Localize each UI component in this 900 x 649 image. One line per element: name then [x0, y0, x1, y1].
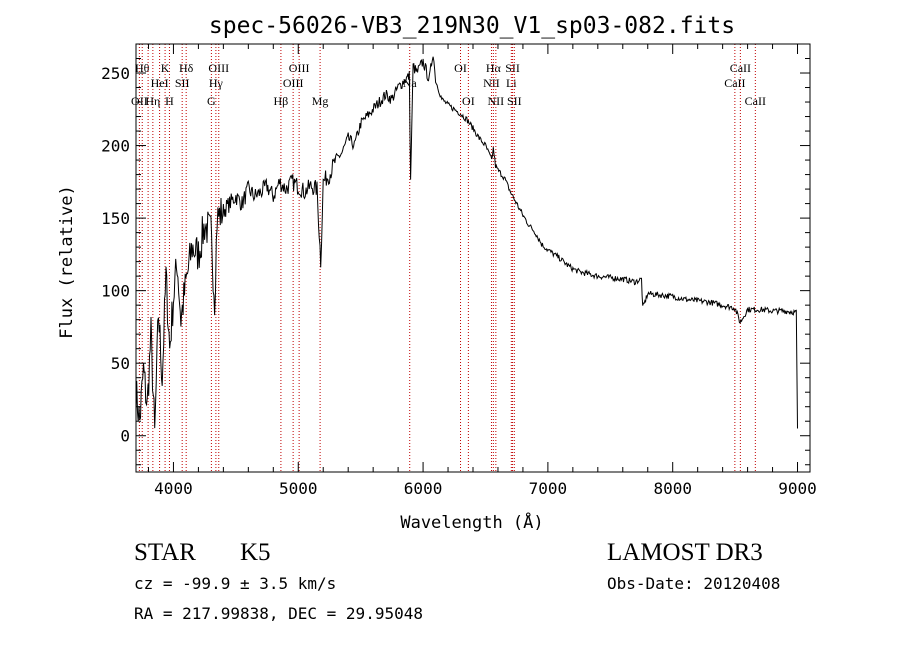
- object-subclass: K5: [240, 539, 271, 566]
- axes-group: 4000 5000 6000 7000 8000 9000 0 50 100 150 200 250: [101, 44, 817, 498]
- y-tick-label: 250: [101, 64, 130, 83]
- x-tick-label: 7000: [529, 479, 568, 498]
- redshift-velocity: cz = -99.9 ± 3.5 km/s: [134, 574, 337, 593]
- line-marker-label: CaII: [724, 76, 745, 90]
- ra-dec-coordinates: RA = 217.99838, DEC = 29.95048: [134, 604, 423, 623]
- line-marker-label: CaII: [745, 94, 766, 108]
- line-marker-group: HθOIIHηHeIKHSIIHδGHγOIIIHβOIIIOIIIMgNaOI…: [131, 44, 766, 472]
- line-marker-label: Li: [506, 76, 517, 90]
- line-marker-label: HeI: [151, 76, 169, 90]
- x-tick-label: 8000: [653, 479, 692, 498]
- line-marker-label: Hα: [486, 61, 502, 75]
- y-tick-label: 200: [101, 137, 130, 156]
- line-marker-label: Hη: [145, 94, 160, 108]
- plot-frame: [135, 43, 811, 473]
- line-marker-label: SII: [175, 76, 190, 90]
- x-tick-label: 6000: [404, 479, 443, 498]
- line-marker-label: Hδ: [179, 61, 194, 75]
- line-marker-label: OIII: [283, 76, 304, 90]
- y-tick-label: 0: [120, 427, 130, 446]
- object-class: STAR: [134, 539, 196, 566]
- line-marker-label: NII: [483, 76, 500, 90]
- line-marker-label: CaII: [730, 61, 751, 75]
- observation-date: Obs-Date: 20120408: [607, 574, 781, 593]
- line-marker-label: G: [207, 94, 216, 108]
- line-marker-label: Hγ: [209, 76, 224, 90]
- x-tick-label: 9000: [778, 479, 817, 498]
- survey-label: LAMOST DR3: [607, 539, 763, 566]
- line-marker-label: NII: [488, 94, 505, 108]
- line-marker-label: SII: [505, 61, 520, 75]
- line-marker-label: Hβ: [274, 94, 289, 108]
- spectrum-line: [135, 56, 798, 429]
- y-tick-label: 100: [101, 282, 130, 301]
- line-marker-label: OIII: [289, 61, 310, 75]
- line-marker-label: SII: [507, 94, 522, 108]
- line-marker-label: H: [165, 94, 174, 108]
- chart-title: spec-56026-VB3_219N30_V1_sp03-082.fits: [209, 13, 735, 39]
- line-marker-label: Hθ: [135, 61, 150, 75]
- line-marker-label: OI: [462, 94, 475, 108]
- x-tick-label: 5000: [279, 479, 318, 498]
- x-tick-label: 4000: [154, 479, 193, 498]
- series-group: [135, 56, 798, 429]
- y-tick-label: 50: [111, 354, 130, 373]
- line-marker-label: OIII: [208, 61, 229, 75]
- x-axis-label: Wavelength (Å): [400, 511, 543, 533]
- line-marker-label: Mg: [312, 94, 329, 108]
- line-marker-label: OII: [131, 94, 148, 108]
- y-axis-label: Flux (relative): [57, 185, 77, 339]
- line-marker-label: K: [161, 61, 170, 75]
- line-marker-label: OI: [454, 61, 467, 75]
- y-tick-label: 150: [101, 209, 130, 228]
